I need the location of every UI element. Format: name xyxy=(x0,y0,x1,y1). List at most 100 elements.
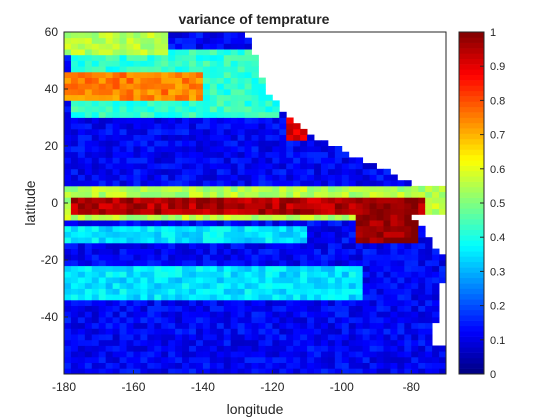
heatmap-cell xyxy=(334,254,343,261)
heatmap-cell xyxy=(230,254,239,261)
heatmap-cell xyxy=(355,282,364,289)
heatmap-cell xyxy=(237,356,245,363)
heatmap-cell xyxy=(279,163,287,170)
heatmap-cell xyxy=(383,294,391,301)
heatmap-cell xyxy=(161,351,169,358)
heatmap-cell xyxy=(140,43,148,50)
heatmap-cell xyxy=(327,185,336,192)
heatmap-cell xyxy=(244,66,252,73)
heatmap-cell xyxy=(189,71,197,78)
heatmap-cell xyxy=(202,294,211,301)
heatmap-cell xyxy=(334,163,343,170)
heatmap-cell xyxy=(223,117,232,124)
heatmap-cell xyxy=(140,339,148,346)
heatmap-cell xyxy=(202,49,211,56)
heatmap-cell xyxy=(237,248,245,255)
heatmap-cell xyxy=(293,237,301,244)
heatmap-cell xyxy=(237,94,245,101)
heatmap-cell xyxy=(133,345,141,352)
heatmap-cell xyxy=(251,151,259,158)
heatmap-cell xyxy=(223,163,232,170)
heatmap-cell xyxy=(348,214,357,221)
heatmap-cell xyxy=(223,208,232,215)
heatmap-cell xyxy=(293,163,301,170)
heatmap-cell xyxy=(175,265,183,272)
heatmap-cell xyxy=(418,282,426,289)
heatmap-cell xyxy=(175,83,183,90)
heatmap-cell xyxy=(126,294,134,301)
heatmap-cell xyxy=(300,368,308,375)
heatmap-cell xyxy=(77,237,86,244)
heatmap-cell xyxy=(119,32,127,39)
heatmap-cell xyxy=(341,168,350,175)
heatmap-cell xyxy=(64,168,72,175)
heatmap-cell xyxy=(376,334,384,341)
heatmap-cell xyxy=(91,111,100,118)
heatmap-cell xyxy=(209,288,218,295)
heatmap-cell xyxy=(425,248,433,255)
heatmap-cell xyxy=(404,214,412,221)
heatmap-cell xyxy=(369,231,377,238)
heatmap-cell xyxy=(341,260,350,267)
heatmap-cell xyxy=(300,163,308,170)
heatmap-cell xyxy=(140,60,148,67)
heatmap-cell xyxy=(195,282,204,289)
heatmap-cell xyxy=(307,180,315,187)
heatmap-cell xyxy=(84,83,93,90)
heatmap-cell xyxy=(189,203,197,210)
heatmap-cell xyxy=(334,362,343,369)
heatmap-cell xyxy=(91,191,100,198)
heatmap-cell xyxy=(432,317,440,324)
heatmap-cell xyxy=(112,163,120,170)
heatmap-cell xyxy=(320,277,329,284)
heatmap-cell xyxy=(293,351,301,358)
heatmap-cell xyxy=(209,100,218,107)
heatmap-cell xyxy=(411,322,419,329)
heatmap-cell xyxy=(369,282,377,289)
heatmap-cell xyxy=(411,277,419,284)
heatmap-cell xyxy=(168,334,176,341)
heatmap-cell xyxy=(265,225,273,232)
heatmap-cell xyxy=(411,191,419,198)
heatmap-cell xyxy=(209,128,218,135)
heatmap-cell xyxy=(404,322,412,329)
heatmap-cell xyxy=(293,317,301,324)
colorbar-segment xyxy=(459,320,484,327)
heatmap-cell xyxy=(84,54,93,61)
heatmap-cell xyxy=(209,94,218,101)
heatmap-cell xyxy=(91,37,100,44)
heatmap-cell xyxy=(334,203,343,210)
heatmap-cell xyxy=(223,66,232,73)
heatmap-cell xyxy=(98,77,107,84)
heatmap-cell xyxy=(119,294,127,301)
heatmap-cell xyxy=(216,322,225,329)
heatmap-cell xyxy=(64,100,72,107)
heatmap-cell xyxy=(168,242,176,249)
heatmap-cell xyxy=(161,37,169,44)
heatmap-cell xyxy=(293,362,301,369)
heatmap-cell xyxy=(418,271,426,278)
heatmap-cell xyxy=(126,277,134,284)
heatmap-cell xyxy=(258,248,266,255)
heatmap-cell xyxy=(70,60,79,67)
heatmap-cell xyxy=(376,197,384,204)
heatmap-cell xyxy=(223,106,232,113)
heatmap-cell xyxy=(397,220,405,227)
heatmap-cell xyxy=(230,185,239,192)
heatmap-cell xyxy=(341,311,350,318)
heatmap-cell xyxy=(161,203,169,210)
heatmap-cell xyxy=(397,305,405,312)
heatmap-cell xyxy=(258,89,266,96)
heatmap-cell xyxy=(286,168,294,175)
heatmap-cell xyxy=(418,237,426,244)
heatmap-cell xyxy=(189,260,197,267)
heatmap-cell xyxy=(175,317,183,324)
heatmap-cell xyxy=(272,111,280,118)
heatmap-cell xyxy=(223,305,232,312)
heatmap-cell xyxy=(98,100,107,107)
heatmap-cell xyxy=(126,191,134,198)
y-axis-label: latitude xyxy=(22,180,38,225)
heatmap-cell xyxy=(348,254,357,261)
heatmap-cell xyxy=(154,242,162,249)
heatmap-cell xyxy=(314,254,322,261)
